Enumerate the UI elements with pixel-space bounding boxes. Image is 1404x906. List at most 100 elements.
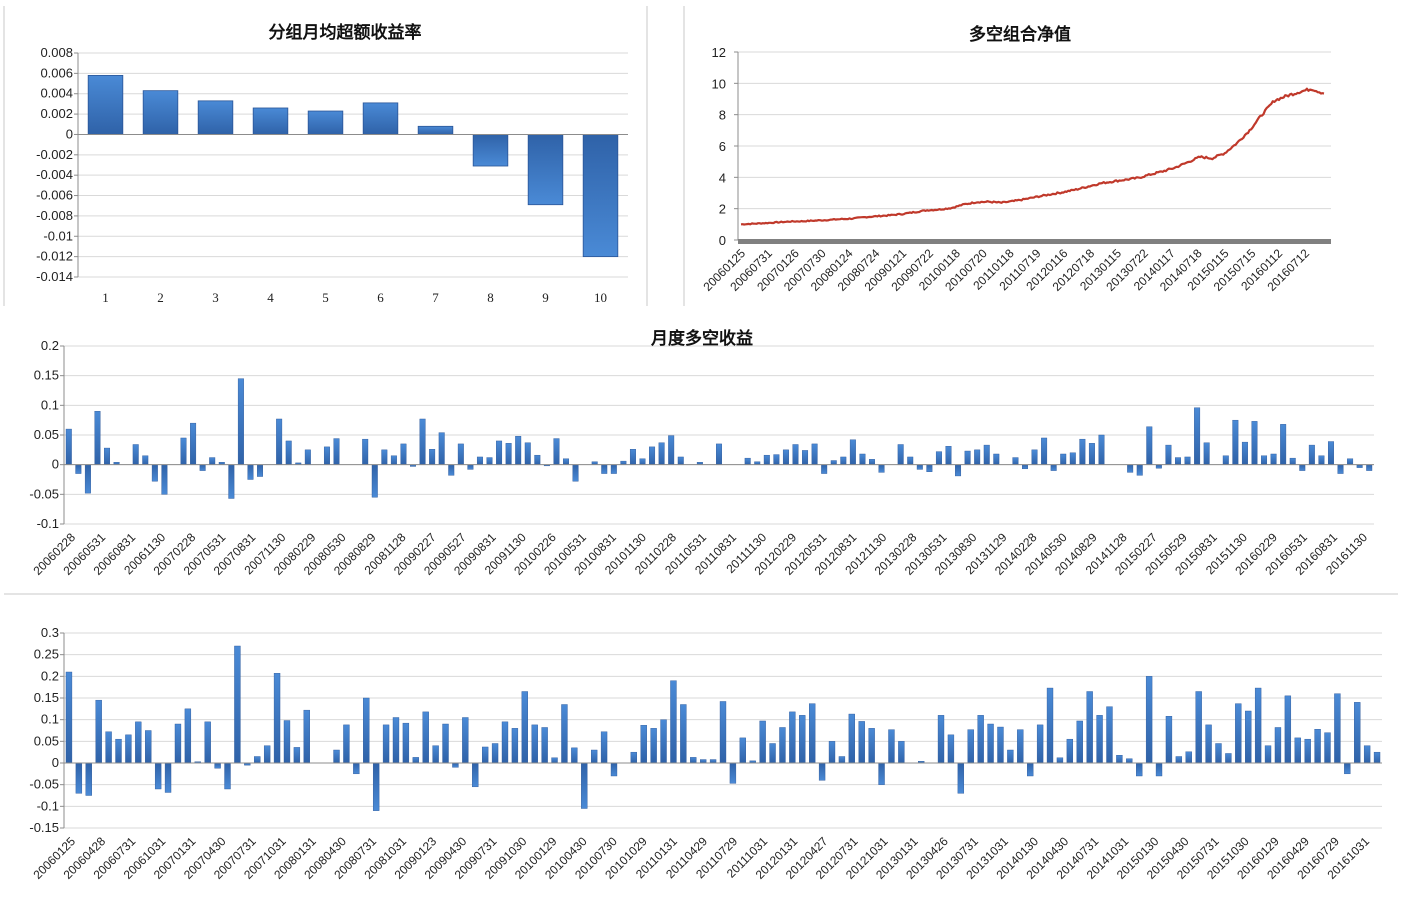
- bar-112: [1165, 716, 1173, 764]
- bar-80: [821, 464, 828, 474]
- bar-45: [486, 457, 493, 465]
- bar-50: [534, 454, 541, 465]
- bar-18: [234, 645, 241, 764]
- bar-96: [974, 449, 981, 465]
- bar-4: [94, 411, 101, 465]
- bar-94: [987, 723, 994, 764]
- bar-126: [1304, 738, 1311, 764]
- bar-109: [1098, 434, 1105, 465]
- chart-title: 分组月均超额收益率: [269, 22, 422, 43]
- bar-95: [964, 450, 971, 465]
- bar-51: [561, 704, 568, 764]
- bar-72: [744, 457, 751, 465]
- bar-89: [937, 715, 945, 764]
- bar-69: [716, 443, 722, 465]
- bar-39: [442, 723, 449, 764]
- bar-106: [1106, 706, 1113, 764]
- bar-118: [1225, 753, 1232, 764]
- y-tick-label: -0.002: [36, 147, 73, 162]
- bar-114: [1185, 751, 1192, 764]
- y-tick-label: -0.006: [36, 188, 73, 203]
- chart-nav-longshort: 121086420多空组合净值2006012520060731200701262…: [700, 24, 1331, 294]
- bar-119: [1235, 703, 1242, 764]
- bar-55: [600, 731, 608, 764]
- bar-1: [65, 428, 72, 465]
- bar-107: [1079, 438, 1086, 465]
- y-tick-label: 10: [712, 76, 726, 91]
- bar-33: [382, 724, 390, 764]
- bar-72: [769, 743, 776, 764]
- bar-74: [789, 711, 796, 764]
- chart-monthly-longshort: 0.20.150.10.050-0.05-0.1月度多空收益2006022820…: [29, 328, 1374, 578]
- bar-58: [630, 751, 637, 764]
- bar-81: [858, 721, 865, 764]
- bar-65: [700, 759, 707, 764]
- bar-113: [1136, 464, 1143, 476]
- bar-65: [677, 456, 684, 465]
- bar-120: [1245, 710, 1252, 764]
- bar-50: [551, 757, 558, 764]
- bar-52: [553, 438, 560, 465]
- bar-124: [1284, 695, 1292, 764]
- x-tick-label: 9: [542, 290, 549, 305]
- bar-11: [164, 762, 172, 793]
- bar-15: [204, 721, 211, 764]
- bar-10: [151, 464, 158, 482]
- bar-38: [419, 418, 426, 465]
- chart-title: 月度多空收益: [650, 328, 753, 349]
- y-tick-label: -0.05: [29, 777, 59, 792]
- bar-91: [926, 464, 933, 472]
- bar-120: [1203, 442, 1210, 465]
- bar-2: [142, 90, 179, 135]
- bar-90: [947, 734, 955, 764]
- bar-113: [1175, 756, 1183, 764]
- y-tick-label: 0.2: [41, 338, 59, 353]
- bar-34: [381, 449, 388, 465]
- bar-17: [224, 762, 231, 790]
- x-tick-label: 8: [487, 290, 494, 305]
- bar-74: [763, 454, 770, 465]
- bar-20: [247, 464, 254, 480]
- bar-105: [1096, 715, 1103, 764]
- bar-49: [524, 442, 531, 465]
- bar-62: [670, 680, 677, 764]
- y-tick-label: 0.1: [41, 397, 59, 412]
- bar-25: [303, 709, 310, 764]
- bar-126: [1261, 455, 1268, 465]
- bar-14: [190, 422, 197, 465]
- bar-1: [87, 75, 124, 135]
- y-tick-label: -0.012: [36, 249, 73, 264]
- bar-34: [392, 717, 400, 764]
- bar-23: [276, 418, 283, 465]
- y-tick-label: 4: [719, 170, 726, 185]
- bar-133: [1327, 441, 1334, 465]
- bar-116: [1165, 444, 1172, 465]
- bar-13: [180, 437, 187, 465]
- bar-23: [283, 720, 291, 764]
- bar-35: [390, 455, 397, 465]
- bar-129: [1334, 693, 1341, 764]
- bar-85: [869, 459, 875, 465]
- bar-29: [333, 438, 340, 465]
- bar-44: [491, 743, 499, 764]
- bar-53: [581, 762, 588, 809]
- y-tick-label: -0.1: [37, 798, 59, 813]
- bar-127: [1270, 453, 1277, 465]
- bar-47: [505, 443, 512, 465]
- bar-81: [830, 460, 837, 465]
- x-axis-base: [738, 239, 1331, 244]
- chart-title: 多空组合净值: [969, 24, 1071, 45]
- bar-54: [591, 749, 598, 764]
- y-tick-label: -0.004: [36, 167, 73, 182]
- bar-63: [658, 442, 665, 465]
- bar-28: [323, 446, 330, 465]
- bar-21: [263, 745, 271, 764]
- bar-88: [897, 444, 904, 465]
- bar-3: [84, 464, 91, 494]
- bar-97: [1017, 729, 1024, 764]
- chart-group-excess-return: 0.008 0.006 0.004 0.002 0 -0.002 -0.004 -0.006 -…: [36, 22, 628, 305]
- bar-28: [333, 749, 340, 764]
- bar-104: [1050, 464, 1057, 471]
- bar-21: [257, 464, 263, 477]
- bar-111: [1155, 762, 1163, 777]
